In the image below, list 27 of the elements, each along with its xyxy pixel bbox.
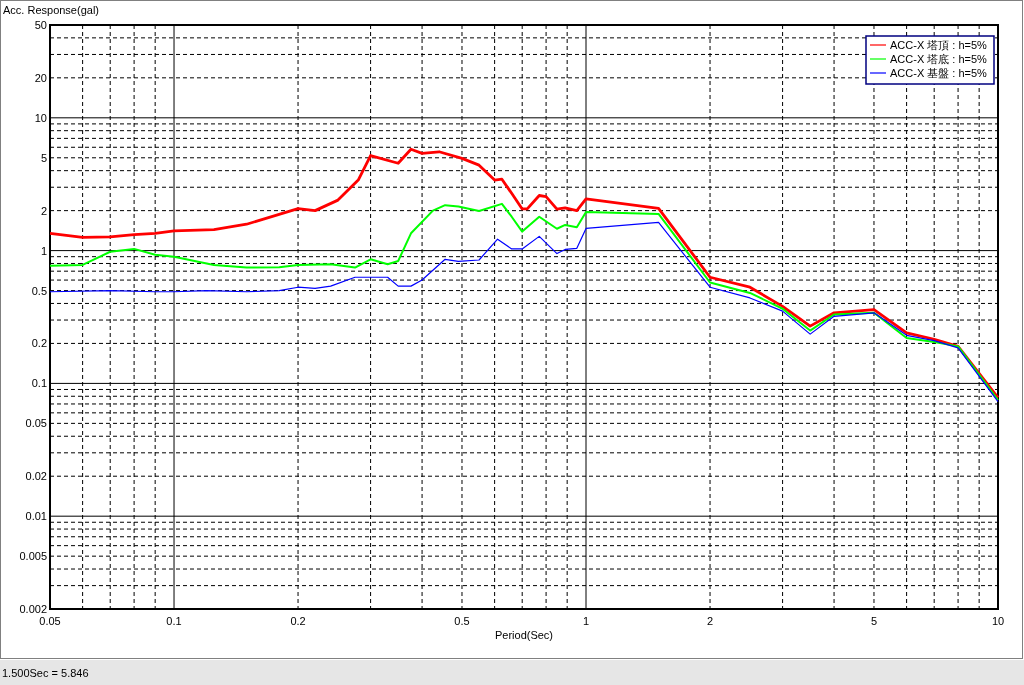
y-tick-label: 0.005 bbox=[19, 550, 47, 563]
x-tick-label: 0.1 bbox=[166, 615, 182, 627]
y-tick-label: 2 bbox=[40, 204, 47, 217]
y-tick-label: 0.01 bbox=[25, 510, 47, 523]
y-tick-label: 5 bbox=[40, 151, 47, 164]
y-tick-label: 0.05 bbox=[25, 417, 47, 430]
y-tick-label: 0.1 bbox=[31, 377, 47, 390]
y-tick-label: 50 bbox=[34, 19, 47, 31]
y-tick-label: 0.5 bbox=[31, 284, 47, 297]
y-axis-title: Acc. Response(gal) bbox=[3, 4, 99, 16]
x-tick-label: 0.5 bbox=[454, 615, 470, 627]
x-tick-label: 5 bbox=[870, 615, 878, 627]
y-tick-label: 20 bbox=[34, 71, 47, 84]
x-tick-label: 0.2 bbox=[290, 615, 306, 627]
legend-label: ACC-X 塔頂 : h=5% bbox=[890, 39, 988, 51]
x-tick-label: 2 bbox=[706, 615, 714, 627]
x-tick-label: 1 bbox=[582, 615, 590, 627]
y-tick-label: 10 bbox=[34, 111, 47, 124]
y-tick-label: 0.2 bbox=[31, 337, 47, 350]
y-tick-label: 1 bbox=[40, 244, 47, 257]
text: 1.500Sec = 5.846 bbox=[2, 667, 89, 679]
y-tick-label: 0.002 bbox=[19, 603, 47, 615]
legend-label: ACC-X 塔底 : h=5% bbox=[890, 53, 988, 65]
x-axis-title: Period(Sec) bbox=[494, 629, 554, 641]
legend-label: ACC-X 基盤 : h=5% bbox=[890, 67, 988, 79]
y-tick-label: 0.02 bbox=[25, 470, 47, 483]
x-tick-label: 10 bbox=[991, 615, 1005, 627]
